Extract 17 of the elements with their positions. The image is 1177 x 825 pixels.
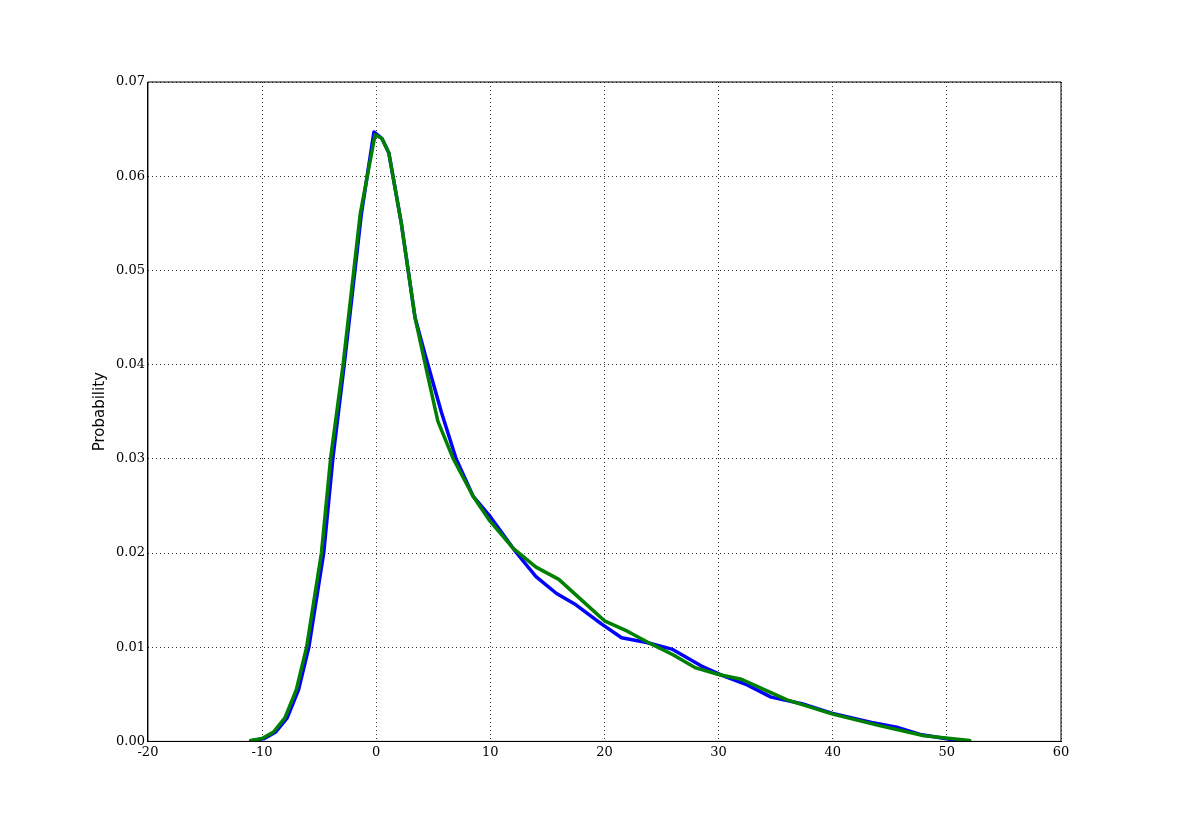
y-axis-title: Probability — [89, 371, 108, 452]
y-tick-label: 0.02 — [115, 544, 145, 560]
x-tick-label: 40 — [824, 743, 842, 759]
y-tick-label: 0.01 — [115, 638, 145, 654]
y-tick-label: 0.06 — [115, 167, 145, 183]
x-tick-label: 20 — [596, 743, 613, 759]
x-tick-label: 50 — [938, 743, 956, 759]
x-tick-label: 60 — [1052, 743, 1070, 759]
y-tick-label: 0.05 — [115, 261, 145, 277]
y-tick-label: 0.04 — [115, 355, 145, 371]
x-tick-label: 10 — [482, 743, 499, 759]
x-tick-label: 0 — [372, 743, 381, 759]
y-tick-label: 0.07 — [115, 73, 145, 89]
x-tick-label: 30 — [710, 743, 727, 759]
x-tick-label: -10 — [251, 743, 273, 759]
y-tick-label: 0.03 — [115, 450, 145, 466]
x-tick-label: -20 — [137, 743, 159, 759]
